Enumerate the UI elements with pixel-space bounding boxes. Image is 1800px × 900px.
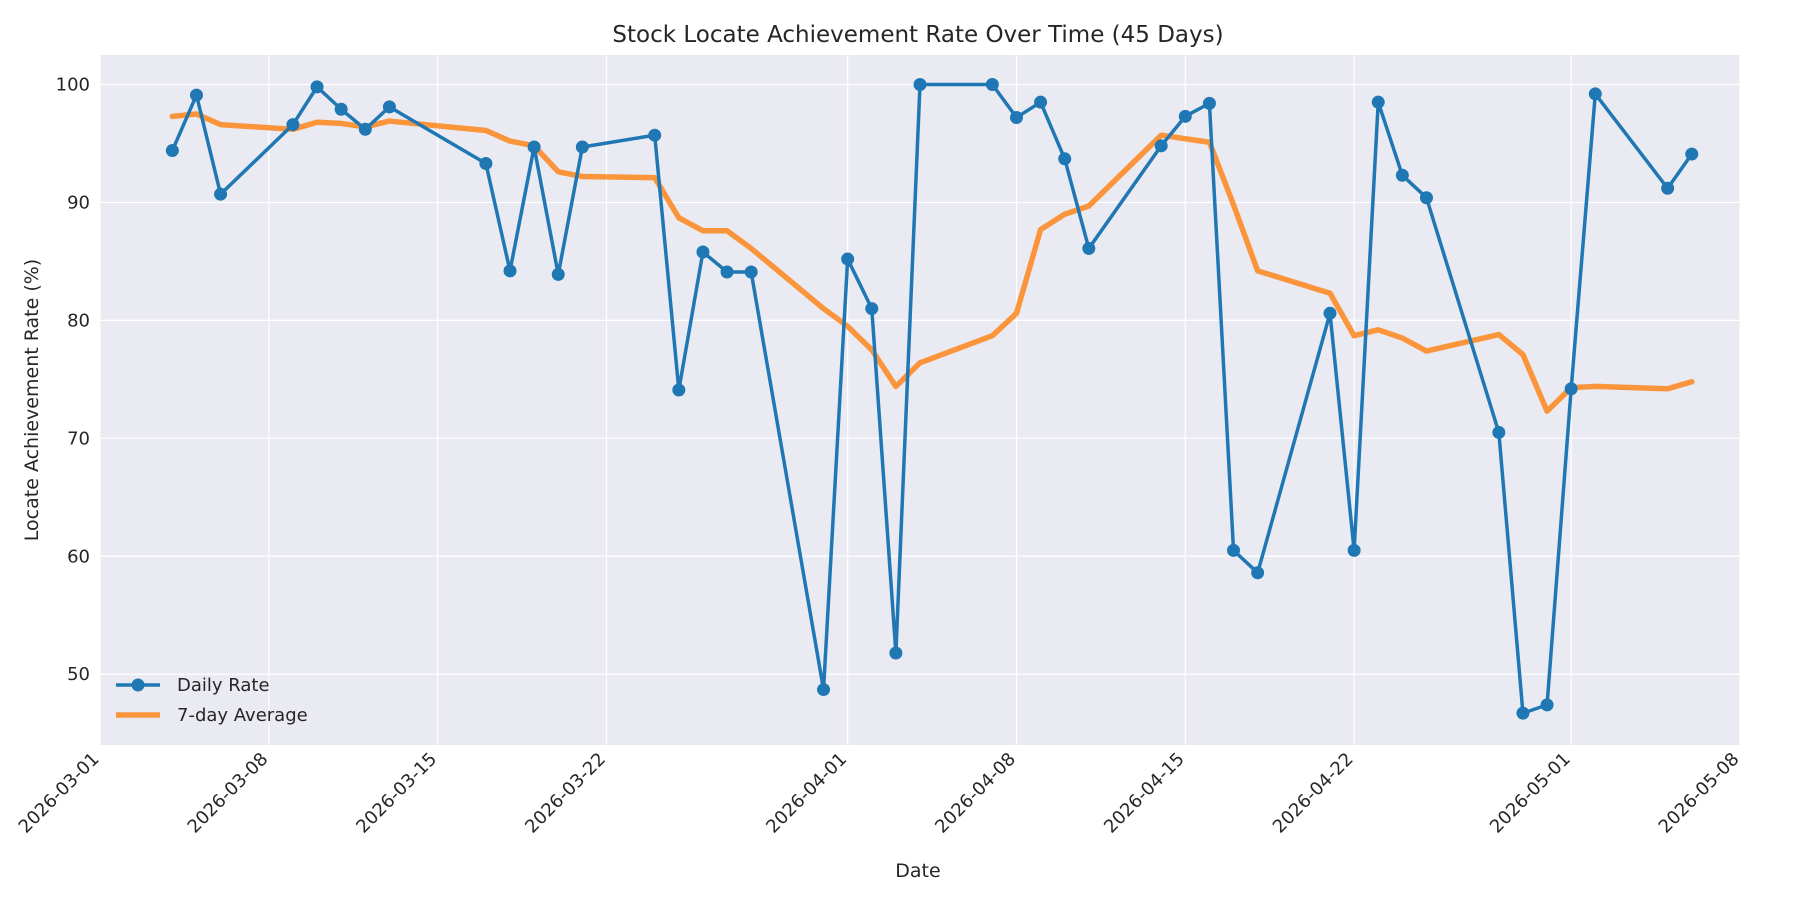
- daily-rate-point: [841, 252, 855, 266]
- y-tick-label: 70: [67, 428, 90, 449]
- daily-rate-point: [1154, 139, 1168, 153]
- daily-rate-point: [985, 77, 999, 91]
- daily-rate-point: [1202, 96, 1216, 110]
- daily-rate-point: [527, 140, 541, 154]
- daily-rate-point: [189, 88, 203, 102]
- daily-rate-point: [1323, 306, 1337, 320]
- daily-rate-point: [382, 100, 396, 114]
- daily-rate-point: [720, 265, 734, 279]
- x-axis-ticks: 2026-03-01 2026-03-08 2026-03-15 2026-03-22…: [15, 749, 1744, 838]
- x-tick-label: 2026-03-15: [352, 749, 441, 838]
- x-tick-label: 2026-04-15: [1100, 749, 1189, 838]
- daily-rate-point: [503, 264, 517, 278]
- daily-rate-point: [817, 683, 831, 697]
- daily-rate-point: [1178, 109, 1192, 123]
- x-tick-label: 2026-03-01: [15, 749, 104, 838]
- plot-area: [100, 55, 1740, 745]
- daily-rate-point: [889, 646, 903, 660]
- x-tick-label: 2026-05-08: [1655, 749, 1744, 838]
- y-tick-label: 50: [67, 664, 90, 685]
- daily-rate-point: [1492, 425, 1506, 439]
- daily-rate-point: [744, 265, 758, 279]
- daily-rate-point: [358, 122, 372, 136]
- daily-rate-point: [913, 77, 927, 91]
- chart-title: Stock Locate Achievement Rate Over Time …: [612, 22, 1223, 48]
- legend-daily-rate-marker: [131, 678, 145, 692]
- daily-rate-point: [1419, 191, 1433, 205]
- daily-rate-point: [310, 80, 324, 94]
- daily-rate-point: [1685, 147, 1699, 161]
- daily-rate-point: [1371, 95, 1385, 109]
- y-axis-label: Locate Achievement Rate (%): [21, 259, 43, 541]
- daily-rate-point: [1516, 706, 1530, 720]
- daily-rate-point: [286, 118, 300, 132]
- daily-rate-point: [672, 383, 686, 397]
- daily-rate-series: [165, 77, 1699, 720]
- daily-rate-point: [1540, 698, 1554, 712]
- x-axis-label: Date: [895, 860, 940, 882]
- legend-seven-day-average-label: 7-day Average: [177, 705, 308, 726]
- x-tick-label: 2026-04-01: [762, 749, 851, 838]
- daily-rate-point: [1347, 543, 1361, 557]
- daily-rate-point: [1251, 566, 1265, 580]
- x-tick-label: 2026-03-22: [521, 749, 610, 838]
- daily-rate-point: [479, 157, 493, 171]
- daily-rate-point: [165, 144, 179, 158]
- daily-rate-point: [696, 245, 710, 259]
- legend-daily-rate-label: Daily Rate: [177, 675, 270, 696]
- daily-rate-point: [214, 187, 228, 201]
- daily-rate-point: [1564, 382, 1578, 396]
- daily-rate-point: [575, 140, 589, 154]
- y-tick-label: 100: [56, 74, 90, 95]
- daily-rate-point: [1227, 543, 1241, 557]
- daily-rate-point: [551, 267, 565, 281]
- daily-rate-point: [1009, 111, 1023, 125]
- daily-rate-point: [865, 302, 879, 316]
- daily-rate-point: [1588, 87, 1602, 101]
- x-tick-label: 2026-05-01: [1486, 749, 1575, 838]
- y-tick-label: 90: [67, 192, 90, 213]
- daily-rate-point: [1082, 241, 1096, 255]
- x-tick-label: 2026-03-08: [184, 749, 273, 838]
- daily-rate-point: [1058, 152, 1072, 166]
- x-tick-label: 2026-04-08: [931, 749, 1020, 838]
- daily-rate-point: [1395, 168, 1409, 182]
- daily-rate-point: [1661, 181, 1675, 195]
- daily-rate-point: [334, 102, 348, 116]
- x-tick-label: 2026-04-22: [1269, 749, 1358, 838]
- y-tick-label: 60: [67, 546, 90, 567]
- y-axis-ticks: 50 60 70 80 90 100: [56, 74, 90, 685]
- legend: Daily Rate 7-day Average: [116, 675, 308, 726]
- daily-rate-point: [648, 128, 662, 142]
- daily-rate-point: [1034, 95, 1048, 109]
- y-tick-label: 80: [67, 310, 90, 331]
